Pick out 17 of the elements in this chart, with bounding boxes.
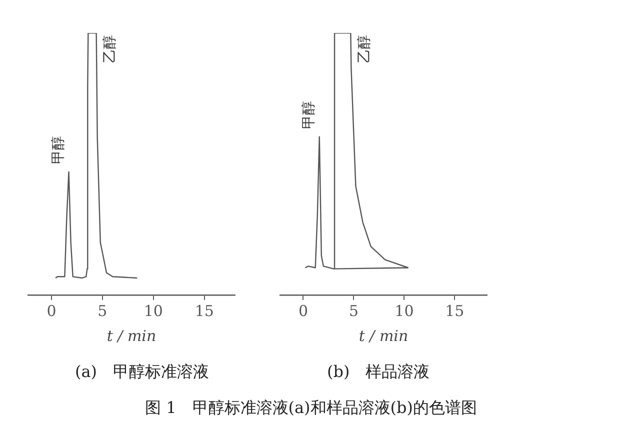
x-tick-label: 10: [144, 302, 163, 320]
annotation: 乙醇: [102, 35, 118, 63]
x-tick-label: 15: [445, 302, 464, 320]
annotation: 甲醇: [301, 100, 318, 129]
caption: 图 1 甲醇标准溶液(a)和样品溶液(b)的色谱图: [144, 398, 478, 419]
text: (a) 甲醇标准溶液: [75, 362, 210, 383]
x-tick-label: 5: [98, 302, 108, 320]
x-axis-title: t / min: [106, 326, 156, 345]
text: (b) 样品溶液: [327, 362, 430, 383]
x-tick-label: 0: [298, 302, 308, 320]
annotation: 乙醇: [356, 35, 372, 63]
annotation: 甲醇: [50, 136, 66, 164]
x-tick-label: 0: [46, 302, 56, 320]
x-tick-label: 15: [194, 302, 214, 320]
x-tick-label: 5: [348, 302, 358, 320]
x-axis-title: t / min: [358, 326, 408, 345]
x-tick-label: 10: [394, 302, 414, 320]
